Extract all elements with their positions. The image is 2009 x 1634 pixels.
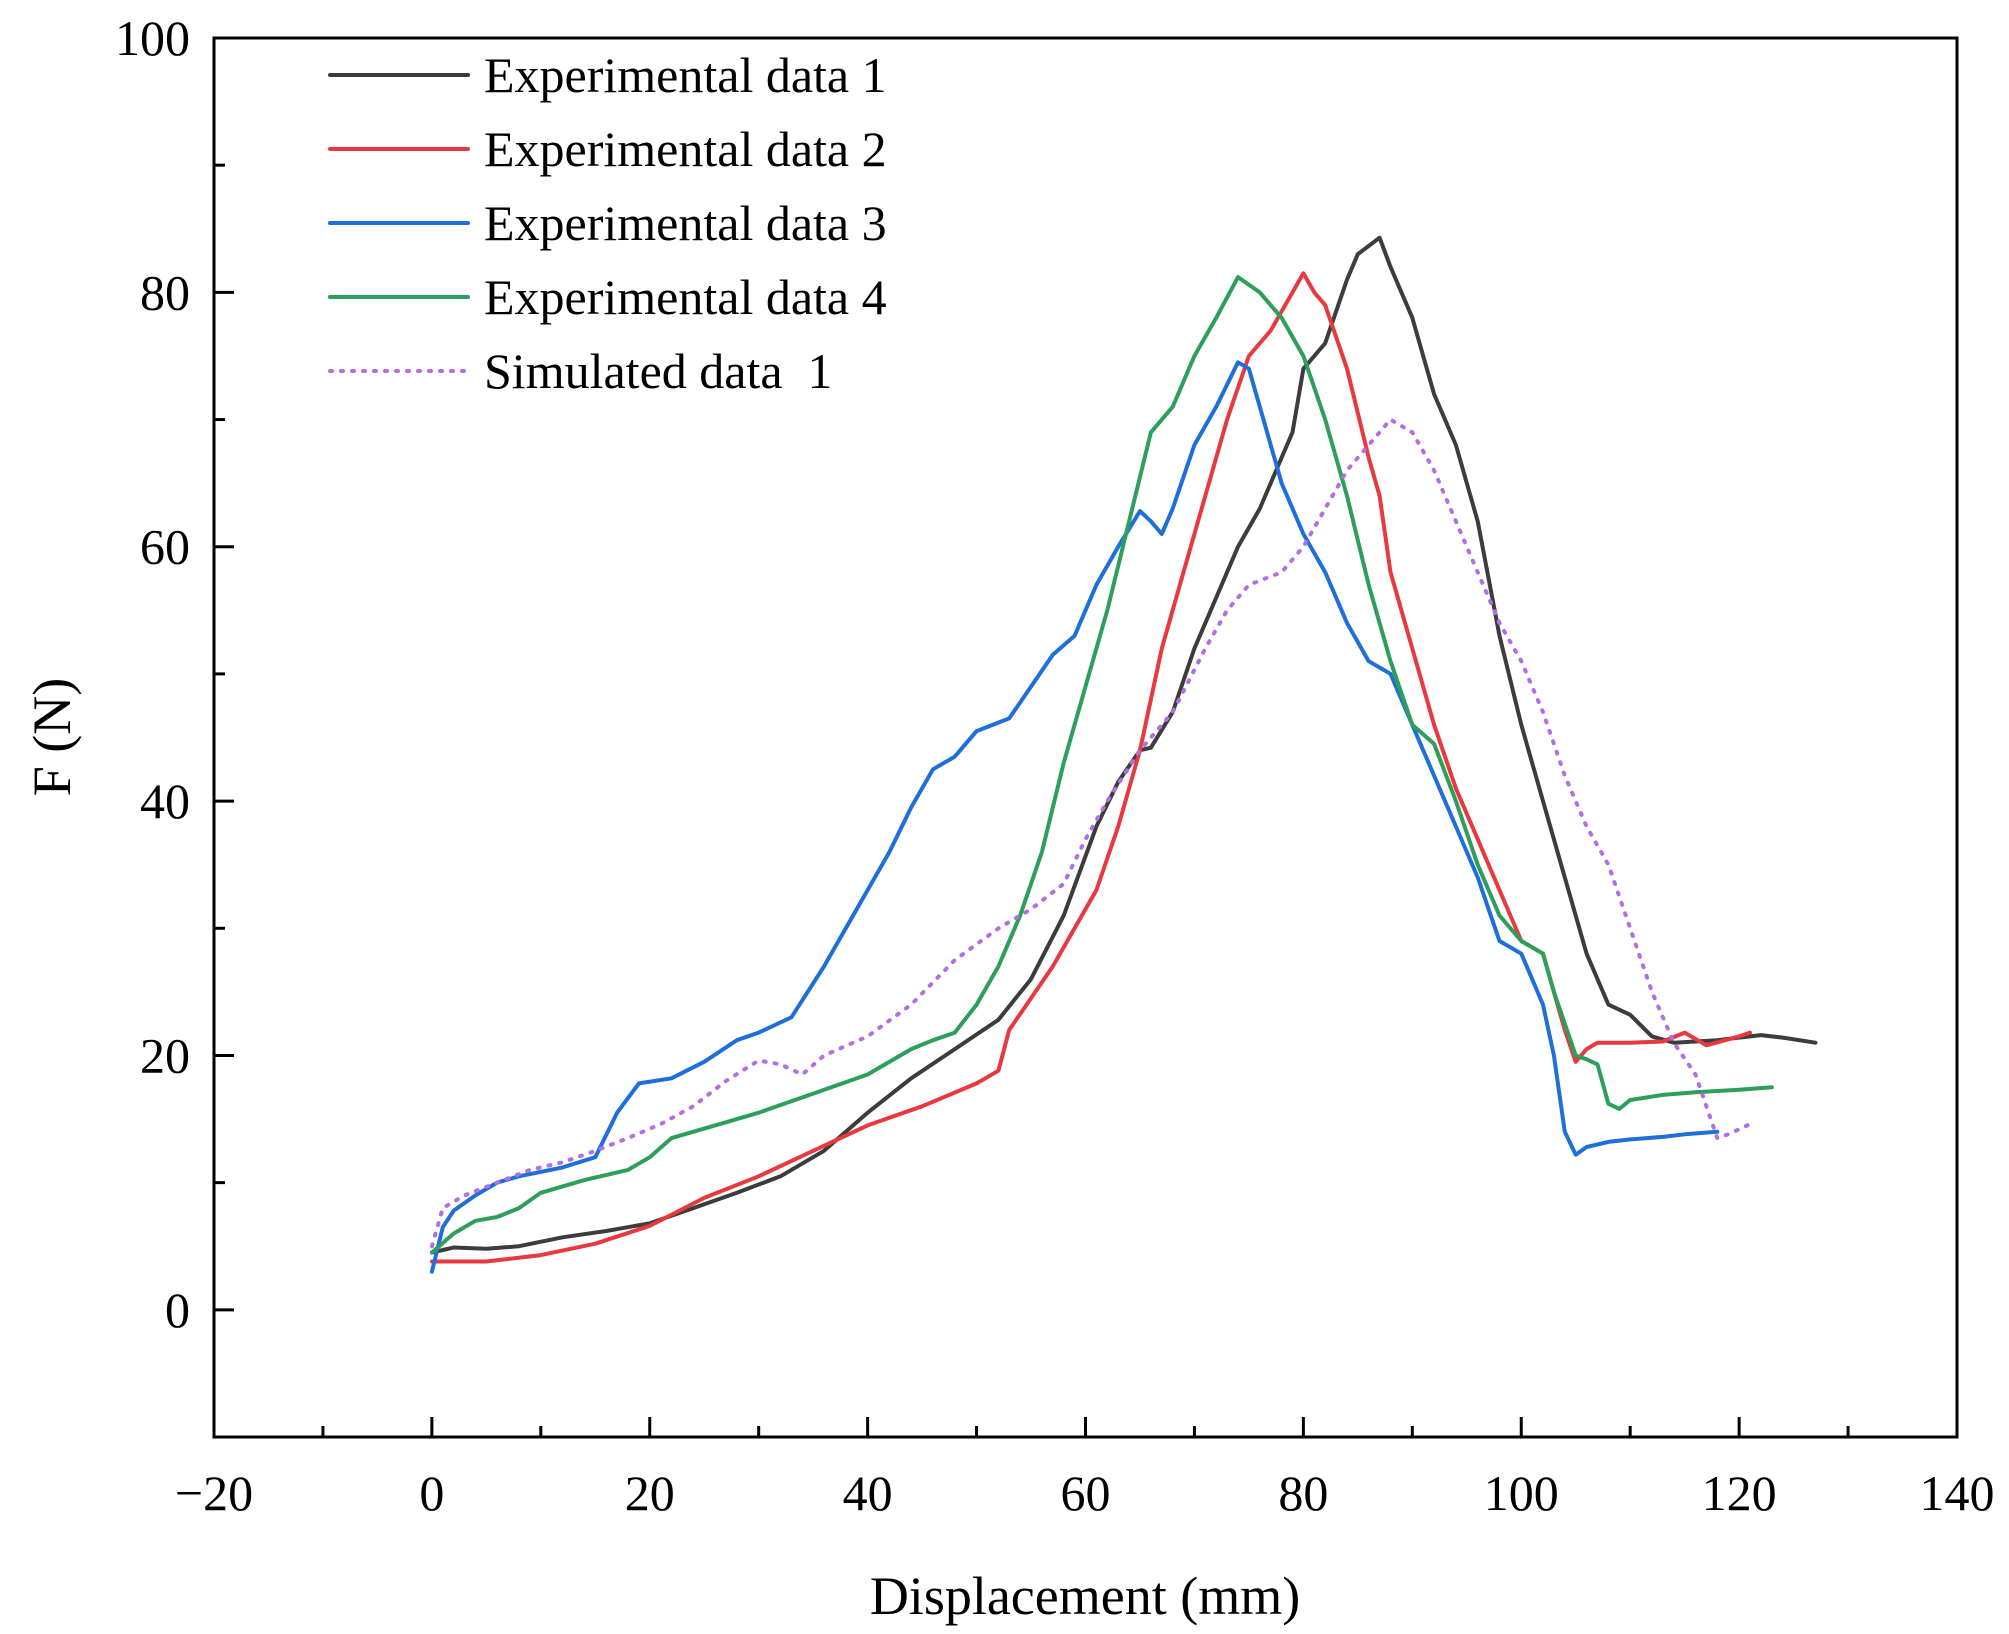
y-tick-label: 20 bbox=[140, 1027, 190, 1083]
legend-label-3: Experimental data 3 bbox=[484, 195, 887, 251]
y-tick-label: 100 bbox=[115, 10, 190, 66]
y-axis: 0 20 40 60 80 100 bbox=[115, 10, 234, 1439]
x-tick-label: 120 bbox=[1702, 1465, 1777, 1521]
legend-label-2: Experimental data 2 bbox=[484, 121, 887, 177]
x-axis: −20 0 20 40 60 80 100 120 140 bbox=[175, 1417, 1995, 1521]
legend: Experimental data 1 Experimental data 2 Ex… bbox=[328, 47, 887, 399]
legend-label-5: Simulated data 1 bbox=[484, 343, 833, 399]
x-tick-label: 60 bbox=[1061, 1465, 1111, 1521]
series-layer bbox=[429, 235, 1818, 1274]
x-tick-label: 40 bbox=[843, 1465, 893, 1521]
legend-label-1: Experimental data 1 bbox=[484, 47, 887, 103]
y-tick-label: 0 bbox=[165, 1282, 190, 1338]
y-tick-label: 80 bbox=[140, 264, 190, 320]
x-tick-label: 140 bbox=[1920, 1465, 1995, 1521]
x-tick-label: 100 bbox=[1484, 1465, 1559, 1521]
series-line-3 bbox=[429, 360, 1720, 1274]
x-tick-label: −20 bbox=[175, 1465, 253, 1521]
series-line-1 bbox=[429, 235, 1818, 1255]
y-tick-label: 60 bbox=[140, 519, 190, 575]
x-tick-label: 80 bbox=[1278, 1465, 1328, 1521]
y-axis-title: F (N) bbox=[22, 678, 82, 797]
legend-label-4: Experimental data 4 bbox=[484, 269, 887, 325]
series-line-2 bbox=[429, 271, 1752, 1264]
series-line-5 bbox=[429, 417, 1752, 1249]
y-tick-label: 40 bbox=[140, 773, 190, 829]
series-line-4 bbox=[429, 275, 1774, 1255]
x-axis-title: Displacement (mm) bbox=[870, 1566, 1300, 1626]
x-tick-label: 0 bbox=[419, 1465, 444, 1521]
x-tick-label: 20 bbox=[625, 1465, 675, 1521]
